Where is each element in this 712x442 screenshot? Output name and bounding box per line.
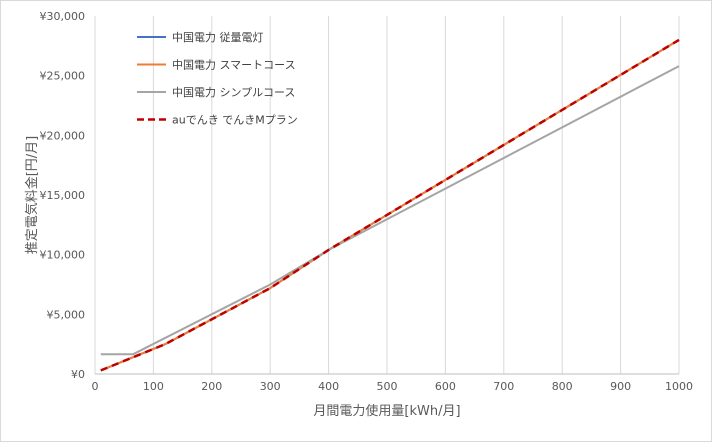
series-line-3 — [100, 65, 680, 356]
y-tick-label: ¥30,000 — [40, 10, 86, 23]
y-tick-label: ¥5,000 — [47, 308, 86, 321]
y-tick-label: ¥10,000 — [40, 249, 86, 262]
y-tick-label: ¥25,000 — [40, 70, 86, 83]
x-tick-label: 100 — [143, 380, 164, 393]
x-tick-label: 600 — [435, 380, 456, 393]
x-tick-label: 500 — [377, 380, 398, 393]
y-axis-title: 推定電気料金[円/月] — [24, 136, 40, 255]
legend-label: 中国電力 従量電灯 — [172, 31, 264, 44]
x-tick-label: 900 — [610, 380, 631, 393]
x-tick-label: 400 — [318, 380, 339, 393]
legend-label: 中国電力 シンプルコース — [172, 86, 295, 99]
x-tick-label: 800 — [552, 380, 573, 393]
y-tick-labels: ¥0 ¥5,000 ¥10,000 ¥15,000 ¥20,000 ¥25,000 ¥30,… — [40, 10, 86, 381]
series-line-2 — [100, 39, 680, 372]
legend-label: 中国電力 スマートコース — [172, 59, 296, 72]
x-tick-label: 1000 — [665, 380, 693, 393]
y-tick-label: ¥0 — [71, 368, 85, 381]
x-tick-label: 200 — [201, 380, 222, 393]
y-tick-label: ¥20,000 — [40, 129, 86, 142]
x-axis-title: 月間電力使用量[kWh/月] — [313, 403, 460, 419]
series-lines — [100, 38, 680, 372]
legend-label: auでんき でんきMプラン — [172, 114, 298, 127]
x-tick-label: 300 — [260, 380, 281, 393]
y-tick-label: ¥15,000 — [40, 189, 86, 202]
x-tick-labels: 0 100 200 300 400 500 600 700 800 900 1000 — [92, 380, 694, 393]
x-tick-label: 0 — [92, 380, 99, 393]
x-tick-label: 700 — [493, 380, 514, 393]
